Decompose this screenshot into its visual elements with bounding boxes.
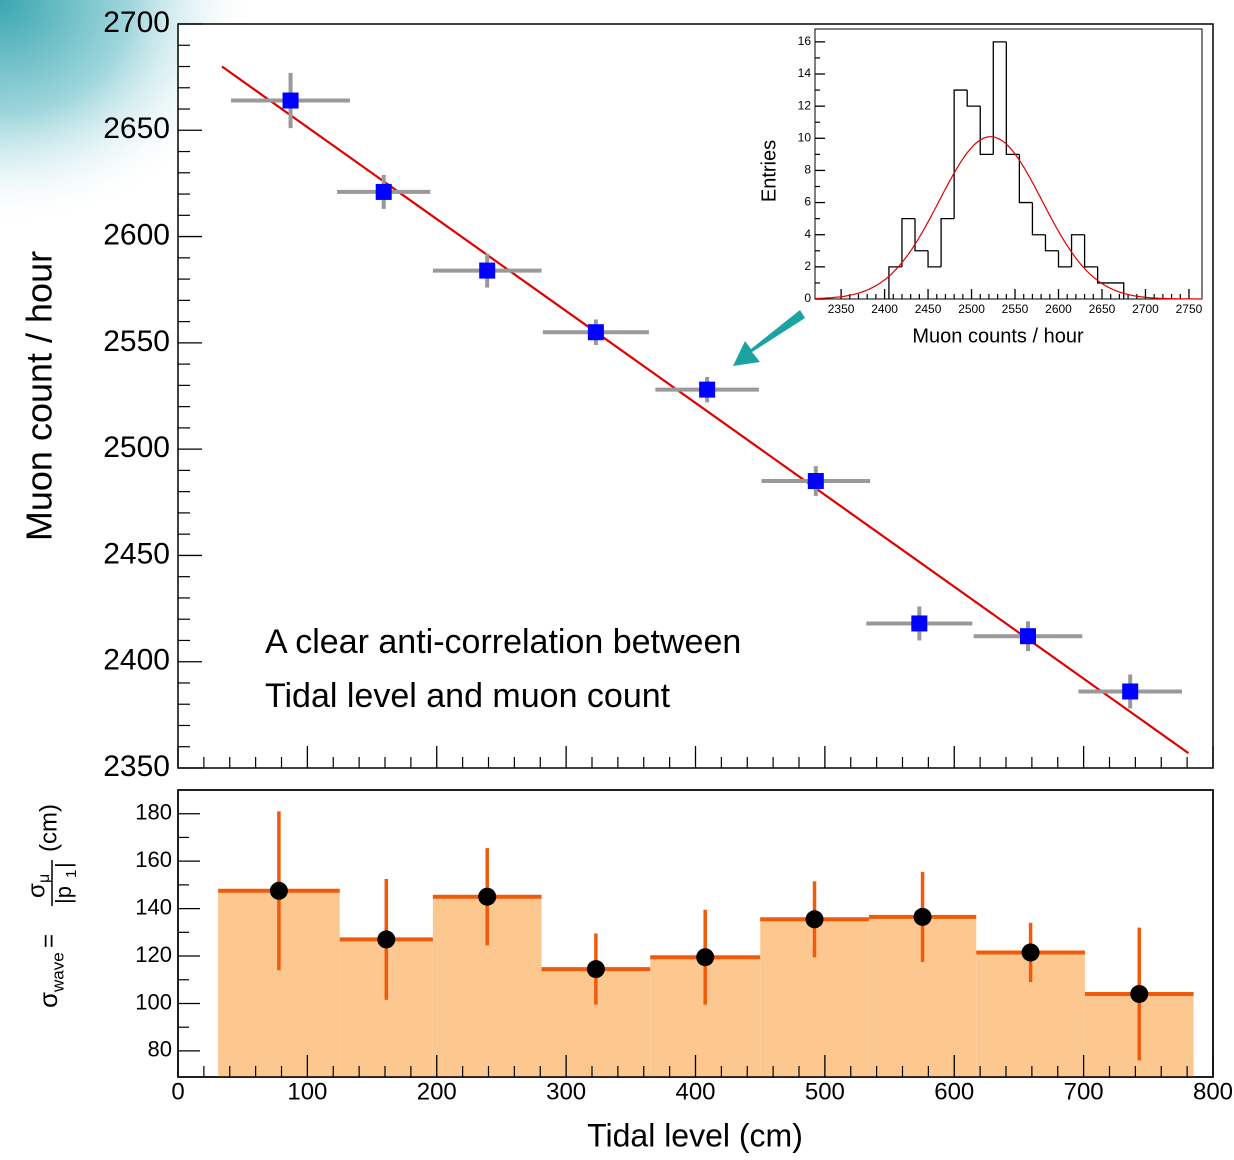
y-label-num: σ	[23, 883, 50, 898]
y-tick-label: 180	[135, 800, 172, 825]
x-axis-label: Tidal level (cm)	[587, 1117, 803, 1153]
y-axis-label: Entries	[758, 140, 780, 202]
y-tick-label: 140	[135, 894, 172, 919]
annotation: A clear anti-correlation between	[265, 623, 741, 661]
y-tick-label: 10	[798, 130, 812, 144]
x-tick-label: 2450	[915, 302, 942, 316]
data-point	[586, 960, 605, 979]
y-tick-label: 12	[798, 98, 812, 112]
y-label-equals: =	[35, 934, 62, 948]
y-tick-label: 8	[804, 163, 811, 177]
x-tick-label: 300	[546, 1078, 586, 1105]
inset-frame	[814, 28, 1203, 300]
histogram-bin	[979, 106, 994, 156]
x-tick-label: 700	[1064, 1078, 1104, 1105]
x-tick-label: 2350	[828, 302, 855, 316]
y-tick-label: 6	[804, 195, 811, 209]
data-point	[1019, 628, 1036, 645]
y-label-unit: (cm)	[35, 804, 62, 852]
histogram-bin	[1070, 234, 1085, 267]
y-tick-label: 120	[135, 942, 172, 967]
x-tick-label: 500	[805, 1078, 845, 1105]
data-point	[911, 615, 928, 632]
x-tick-label: 0	[171, 1078, 184, 1105]
histogram-bin	[992, 41, 1007, 155]
y-label-sub: wave	[48, 952, 67, 993]
y-label-num-sub: μ	[36, 874, 53, 883]
annotation: Tidal level and muon count	[265, 677, 671, 715]
arrow	[733, 310, 805, 366]
x-tick-label: 200	[417, 1078, 457, 1105]
y-tick-label: 2650	[103, 112, 170, 145]
data-point	[805, 910, 824, 929]
data-point	[282, 92, 299, 109]
y-tick-label: 2350	[103, 750, 170, 783]
data-point	[478, 887, 497, 906]
data-point	[807, 473, 824, 490]
x-tick-label: 2600	[1045, 302, 1072, 316]
y-tick-label: 2500	[103, 431, 170, 464]
data-point	[375, 183, 392, 200]
data-point	[1122, 683, 1139, 700]
data-point	[699, 381, 716, 398]
y-tick-label: 2600	[103, 218, 170, 251]
y-tick-label: 2450	[103, 537, 170, 570]
data-point	[479, 262, 496, 279]
data-point	[1130, 984, 1149, 1003]
histogram-bin	[901, 217, 916, 267]
histogram-bin	[914, 218, 929, 252]
histogram-bin	[966, 90, 981, 107]
histogram-bin	[1044, 234, 1059, 252]
y-tick-label: 4	[804, 227, 811, 241]
data-point	[1021, 943, 1040, 962]
x-tick-label: 100	[287, 1078, 327, 1105]
y-tick-label: 80	[148, 1037, 172, 1062]
y-tick-label: 14	[798, 66, 812, 80]
y-label-den-sub: 1	[63, 870, 80, 878]
y-tick-label: 2	[804, 259, 811, 273]
x-tick-label: 2750	[1176, 302, 1203, 316]
y-tick-label: 100	[135, 989, 172, 1014]
data-point	[377, 930, 396, 949]
histogram-bin	[1096, 266, 1111, 284]
y-tick-label: 160	[135, 847, 172, 872]
x-tick-label: 800	[1193, 1078, 1233, 1105]
y-axis-label: Muon count / hour	[19, 251, 60, 541]
x-tick-label: 2550	[1002, 302, 1029, 316]
histogram-bin	[1057, 250, 1072, 268]
y-tick-label: 2400	[103, 644, 170, 677]
y-label-symbol: σ	[33, 992, 63, 1008]
data-point	[269, 881, 288, 900]
x-tick-label: 2400	[871, 302, 898, 316]
y-tick-label: 16	[798, 34, 812, 48]
x-tick-label: 2650	[1089, 302, 1116, 316]
x-axis-label: Muon counts / hour	[912, 325, 1084, 347]
y-tick-label: 0	[804, 291, 811, 305]
y-tick-label: 2700	[103, 6, 170, 39]
x-tick-label: 2500	[958, 302, 985, 316]
y-tick-label: 2550	[103, 325, 170, 358]
data-point	[696, 948, 715, 967]
data-point	[913, 907, 932, 926]
histogram-bin	[1031, 202, 1046, 236]
histogram-bin	[1018, 154, 1033, 204]
histogram-bin	[940, 217, 955, 267]
data-point	[587, 324, 604, 341]
x-tick-label: 400	[675, 1078, 715, 1105]
histogram-bin	[927, 250, 942, 268]
x-tick-label: 600	[934, 1078, 974, 1105]
histogram-bin	[1083, 234, 1098, 268]
histogram-bin	[953, 89, 968, 219]
y-label-den-end: |	[51, 862, 76, 868]
y-label-den: |p	[51, 886, 76, 904]
gaussian-fit	[815, 136, 1202, 300]
x-tick-label: 2700	[1132, 302, 1159, 316]
